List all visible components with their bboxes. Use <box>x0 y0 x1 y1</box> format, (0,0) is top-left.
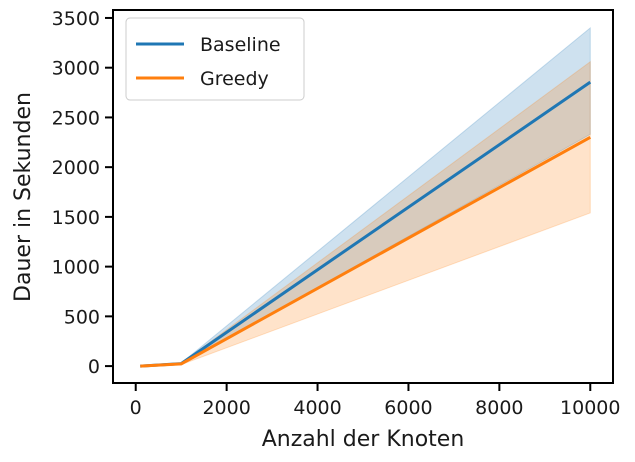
y-axis-label: Dauer in Sekunden <box>11 92 36 302</box>
series-lines <box>140 80 592 368</box>
y-tick-label: 3000 <box>52 58 100 80</box>
x-tick-label: 6000 <box>384 397 432 419</box>
y-tick-label: 1500 <box>52 207 100 229</box>
x-tick-label: 4000 <box>293 397 341 419</box>
x-axis-ticks: 0 2000 4000 6000 8000 10000 <box>130 383 620 419</box>
plot-frame <box>112 9 614 384</box>
legend-label-greedy: Greedy <box>200 68 269 90</box>
y-axis-ticks: 0 500 1000 1500 2000 2500 3000 3500 <box>52 8 113 378</box>
legend: Baseline Greedy <box>125 17 305 101</box>
y-tick-label: 1000 <box>52 257 100 279</box>
x-tick-label: 2000 <box>202 397 250 419</box>
legend-label-baseline: Baseline <box>200 34 281 56</box>
y-tick-label: 3500 <box>52 8 100 30</box>
x-tick-label: 10000 <box>560 397 620 419</box>
x-tick-label: 0 <box>130 397 142 419</box>
y-tick-label: 2500 <box>52 107 100 129</box>
x-tick-label: 8000 <box>475 397 523 419</box>
y-tick-label: 2000 <box>52 157 100 179</box>
x-axis-label: Anzahl der Knoten <box>262 427 465 452</box>
series-line-greedy <box>140 136 591 368</box>
y-tick-label: 500 <box>64 306 100 328</box>
y-tick-label: 0 <box>88 356 100 378</box>
